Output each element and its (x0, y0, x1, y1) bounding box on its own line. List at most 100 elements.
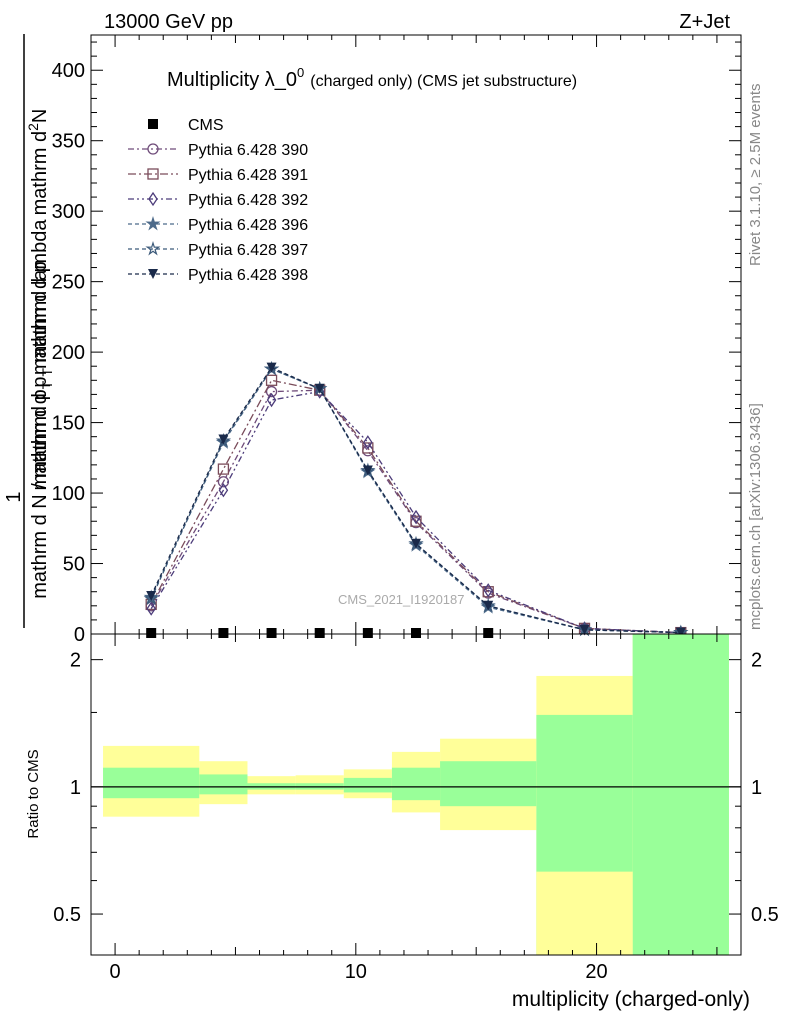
ylabel-bottom-main: mathrm d N / mathrm d p (29, 376, 51, 598)
data-point-p398 (362, 465, 373, 476)
mcplots-label: mcplots.cern.ch [arXiv:1306.3436] (747, 403, 764, 630)
ratio-ylabel: Ratio to CMS (25, 749, 42, 838)
series-cms (146, 628, 494, 638)
ratio-band-inner (103, 767, 200, 799)
y-tick-label: 300 (52, 201, 85, 223)
legend-marker-p397 (145, 240, 161, 256)
series-line-p391 (150, 379, 681, 634)
y-tick-label: 100 (52, 483, 85, 505)
energy-label: 13000 GeV pp (104, 11, 233, 33)
data-point-p390 (265, 385, 278, 398)
y-tick-label: 400 (52, 60, 85, 82)
chart-title-main: Multiplicity λ_0 (167, 69, 297, 91)
data-point-cms (266, 628, 277, 638)
rivet-label: Rivet 3.1.10, ≥ 2.5M events (747, 84, 764, 267)
series-p398 (146, 362, 686, 638)
data-point-p391 (265, 374, 278, 386)
ratio-y-tick-label: 0.5 (53, 904, 81, 926)
legend-marker-p396 (145, 215, 161, 231)
y-tick-label: 150 (52, 413, 85, 435)
ylabel-den: mathrm d p (29, 389, 51, 490)
ratio-band-inner (343, 777, 392, 793)
ratio-band-inner (391, 767, 441, 801)
y-tick-label: 0 (74, 624, 85, 646)
ratio-band-inner (199, 774, 248, 795)
x-axis-label: multiplicity (charged-only) (512, 988, 750, 1011)
ylabel-num: mathrm d (29, 131, 51, 215)
data-point-p391 (362, 442, 374, 454)
ylabel-bottom: mathrm d N / mathrm d pT mathrm d p (29, 261, 55, 599)
ratio-axes: 0.5 0.51 12 20 10 20 (53, 634, 779, 983)
ratio-y-tick-label-right: 2 (751, 650, 762, 672)
ratio-band-outer-low (536, 871, 633, 955)
data-point-p392 (146, 601, 156, 616)
data-point-p397 (143, 590, 159, 606)
legend-label-p396: Pythia 6.428 396 (188, 217, 308, 234)
data-point-p398 (314, 383, 325, 394)
legend-marker-p390 (147, 143, 159, 155)
ylabel-fraction-top: mathrm d2N (25, 109, 51, 216)
ylabel-den-tail: mathrm d lambda (29, 219, 51, 381)
x-tick-label: 0 (110, 961, 121, 983)
data-point-p392 (363, 435, 373, 450)
ratio-y-tick-label: 2 (70, 650, 81, 672)
legend-label-p392: Pythia 6.428 392 (188, 192, 308, 209)
y-tick-label: 250 (52, 272, 85, 294)
chart-subtitle: (charged only) (CMS jet substructure) (310, 73, 577, 90)
chart-title: Multiplicity λ_00 (charged only) (CMS jet… (167, 65, 577, 91)
data-point-p398 (266, 362, 277, 373)
ylabel-bottom-sub: T (39, 367, 55, 376)
ratio-y-tick-label: 1 (70, 777, 81, 799)
ratio-panel-frame (90, 633, 742, 956)
legend-label-p391: Pythia 6.428 391 (188, 167, 308, 184)
data-point-p392 (411, 509, 421, 525)
series-line-p390 (150, 389, 681, 634)
data-point-p398 (218, 434, 229, 445)
data-point-p391 (217, 463, 230, 475)
data-point-cms (411, 628, 421, 638)
legend-label-cms: CMS (188, 117, 224, 134)
data-point-p392 (218, 483, 229, 498)
legend-marker-cms (148, 119, 158, 129)
main-ylabel: 1 mathrm d2N mathrm d pT mathrm d lambda… (3, 34, 55, 628)
data-point-cms (146, 628, 157, 638)
series-p392 (146, 384, 686, 640)
data-point-p398 (411, 538, 421, 549)
ylabel-num-sup: 2 (25, 123, 41, 131)
data-point-p398 (483, 600, 494, 611)
process-label: Z+Jet (679, 11, 730, 33)
ratio-bands (91, 634, 741, 955)
ratio-y-tick-label-right: 1 (751, 777, 762, 799)
legend-label-p398: Pythia 6.428 398 (188, 267, 308, 284)
data-point-p392 (483, 583, 494, 598)
x-tick-label: 10 (345, 961, 367, 983)
data-point-p398 (675, 627, 686, 638)
data-point-cms (362, 628, 373, 638)
data-point-cms (218, 628, 229, 638)
ylabel-num-tail: N (29, 109, 51, 123)
y-tick-label: 50 (63, 554, 85, 576)
series-line-p392 (150, 390, 681, 634)
ratio-y-tick-label-right: 0.5 (751, 904, 779, 926)
ratio-band-inner (632, 634, 729, 955)
x-tick-label: 20 (585, 961, 607, 983)
analysis-watermark: CMS_2021_I1920187 (338, 592, 465, 607)
main-axes: 0 50 100 150 200 250 300 350 400 (52, 35, 742, 646)
legend: CMS Pythia 6.428 390 Pythia 6.428 391 Pythi… (128, 117, 308, 284)
ylabel-den-sub: T (39, 380, 55, 389)
ylabel-bottom-tail: mathrm d p (29, 261, 51, 368)
chart-title-sup: 0 (297, 65, 304, 80)
legend-marker-p398 (148, 269, 158, 279)
legend-label-p390: Pythia 6.428 390 (188, 142, 308, 159)
y-tick-label: 350 (52, 131, 85, 153)
data-point-p392 (266, 392, 277, 408)
ylabel-fraction-den: mathrm d pT mathrm d lambda (29, 219, 55, 491)
ratio-band-inner (440, 761, 537, 807)
legend-marker-p392 (148, 191, 158, 207)
data-point-p398 (146, 590, 157, 601)
legend-marker-p391 (147, 168, 159, 180)
main-series (143, 361, 689, 640)
y-tick-label: 200 (52, 342, 85, 364)
data-point-cms (483, 628, 494, 638)
